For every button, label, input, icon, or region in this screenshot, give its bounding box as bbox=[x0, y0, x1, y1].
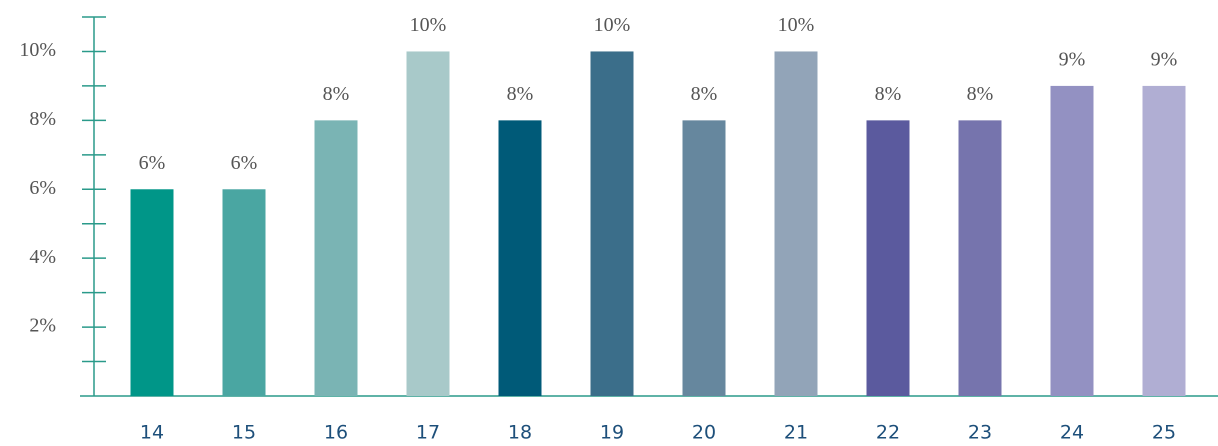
x-tick-label: 16 bbox=[324, 422, 348, 444]
value-label: 6% bbox=[231, 152, 258, 174]
bar bbox=[774, 51, 818, 397]
bar bbox=[590, 51, 634, 397]
x-tick-label: 15 bbox=[232, 422, 256, 444]
x-tick-label: 14 bbox=[140, 422, 164, 444]
x-tick-label: 22 bbox=[876, 422, 900, 444]
y-tick-label: 4% bbox=[29, 246, 56, 268]
value-label: 9% bbox=[1151, 49, 1178, 71]
bar bbox=[498, 120, 542, 396]
value-label: 8% bbox=[967, 83, 994, 105]
x-tick-label: 24 bbox=[1060, 422, 1084, 444]
bar bbox=[682, 120, 726, 396]
value-label: 8% bbox=[875, 83, 902, 105]
value-label: 10% bbox=[594, 14, 631, 36]
x-tick-label: 25 bbox=[1152, 422, 1176, 444]
y-tick-label: 6% bbox=[29, 177, 56, 199]
x-tick-label: 21 bbox=[784, 422, 808, 444]
x-tick-label: 20 bbox=[692, 422, 716, 444]
x-tick-label: 19 bbox=[600, 422, 624, 444]
y-tick-label: 8% bbox=[29, 108, 56, 130]
value-label: 8% bbox=[691, 83, 718, 105]
bar bbox=[1142, 85, 1186, 396]
x-tick-label: 17 bbox=[416, 422, 440, 444]
bar bbox=[406, 51, 450, 397]
value-label: 8% bbox=[507, 83, 534, 105]
bar bbox=[866, 120, 910, 396]
bar bbox=[958, 120, 1002, 396]
bar bbox=[130, 189, 174, 396]
bar bbox=[222, 189, 266, 396]
bar bbox=[1050, 85, 1094, 396]
bar bbox=[314, 120, 358, 396]
value-label: 6% bbox=[139, 152, 166, 174]
value-label: 10% bbox=[778, 14, 815, 36]
x-tick-label: 23 bbox=[968, 422, 992, 444]
value-label: 10% bbox=[410, 14, 447, 36]
y-tick-label: 2% bbox=[29, 315, 56, 337]
value-label: 8% bbox=[323, 83, 350, 105]
x-tick-label: 18 bbox=[508, 422, 532, 444]
y-tick-label: 10% bbox=[19, 39, 56, 61]
value-label: 9% bbox=[1059, 49, 1086, 71]
